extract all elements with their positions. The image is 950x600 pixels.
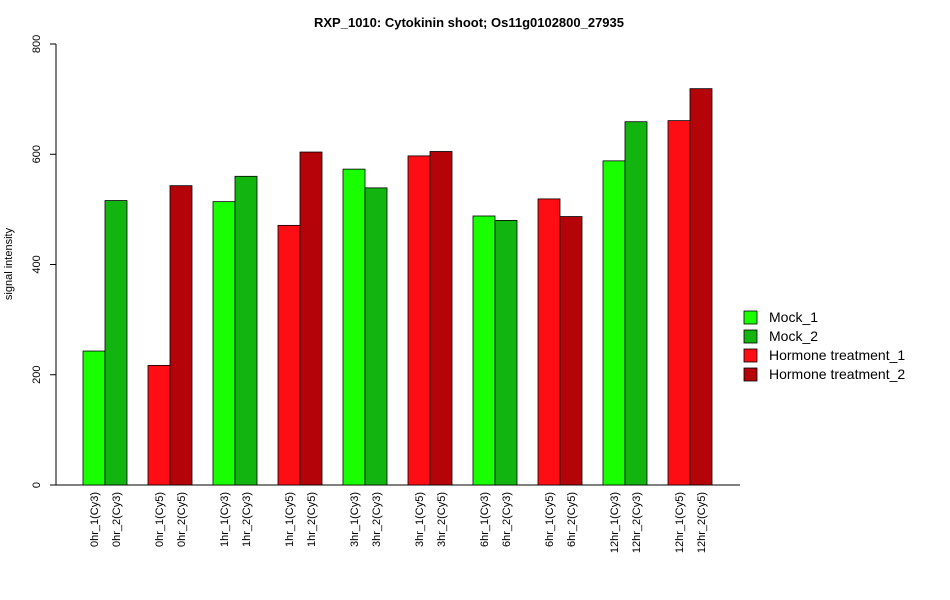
category-label: 6hr_2(Cy3): [501, 492, 513, 547]
category-label: 12hr_2(Cy5): [696, 492, 708, 553]
bar: [212, 201, 236, 486]
bar: [82, 350, 106, 486]
bar: [342, 168, 366, 486]
bar: [429, 151, 453, 486]
bar: [472, 215, 496, 486]
legend-swatch: [743, 348, 758, 363]
category-label: 3hr_2(Cy5): [436, 492, 448, 547]
y-axis-ticks: 0 200 400 600 800: [31, 35, 56, 488]
category-label: 12hr_1(Cy5): [674, 492, 686, 553]
category-labels: 0hr_1(Cy3) 0hr_2(Cy3) 0hr_1(Cy5) 0hr_2(Cy5)…: [89, 492, 708, 553]
category-label: 6hr_2(Cy5): [566, 492, 578, 547]
bar: [277, 224, 301, 486]
category-label: 12hr_2(Cy3): [631, 492, 643, 553]
category-label: 0hr_1(Cy3): [89, 492, 101, 547]
y-tick-label: 400: [31, 255, 43, 273]
legend-label: Hormone treatment_2: [769, 366, 905, 382]
bar: [234, 175, 258, 486]
legend-label: Mock_1: [769, 309, 818, 325]
bar: [494, 219, 518, 486]
category-label: 12hr_1(Cy3): [609, 492, 621, 553]
chart-title: RXP_1010: Cytokinin shoot; Os11g0102800_…: [314, 15, 624, 30]
y-tick-label: 800: [31, 35, 43, 53]
y-tick-label: 0: [31, 482, 43, 488]
legend-swatch: [743, 329, 758, 344]
y-axis-label: signal intensity: [3, 227, 15, 300]
y-tick-label: 200: [31, 366, 43, 384]
category-label: 0hr_2(Cy3): [111, 492, 123, 547]
legend-label: Hormone treatment_1: [769, 347, 905, 363]
legend: Mock_1 Mock_2 Hormone treatment_1 Hormone t…: [743, 309, 905, 382]
bar: [364, 187, 388, 486]
category-label: 1hr_2(Cy5): [306, 492, 318, 547]
bar: [559, 216, 583, 486]
legend-label: Mock_2: [769, 328, 818, 344]
category-label: 6hr_1(Cy3): [479, 492, 491, 547]
category-label: 0hr_2(Cy5): [176, 492, 188, 547]
bar: [104, 200, 128, 486]
y-tick-label: 600: [31, 145, 43, 163]
bar: [667, 120, 691, 486]
legend-swatch: [743, 367, 758, 382]
bars: [82, 88, 713, 486]
category-label: 3hr_1(Cy3): [349, 492, 361, 547]
category-label: 0hr_1(Cy5): [154, 492, 166, 547]
category-label: 1hr_1(Cy5): [284, 492, 296, 547]
bar: [624, 121, 648, 486]
category-label: 1hr_1(Cy3): [219, 492, 231, 547]
bar: [537, 198, 561, 486]
bar: [407, 155, 431, 486]
legend-swatch: [743, 310, 758, 325]
category-label: 1hr_2(Cy3): [241, 492, 253, 547]
bar: [689, 88, 713, 486]
category-label: 3hr_2(Cy3): [371, 492, 383, 547]
bar: [169, 185, 193, 486]
category-label: 3hr_1(Cy5): [414, 492, 426, 547]
category-label: 6hr_1(Cy5): [544, 492, 556, 547]
bar: [602, 160, 626, 486]
bar: [147, 364, 171, 486]
bar: [299, 151, 323, 486]
